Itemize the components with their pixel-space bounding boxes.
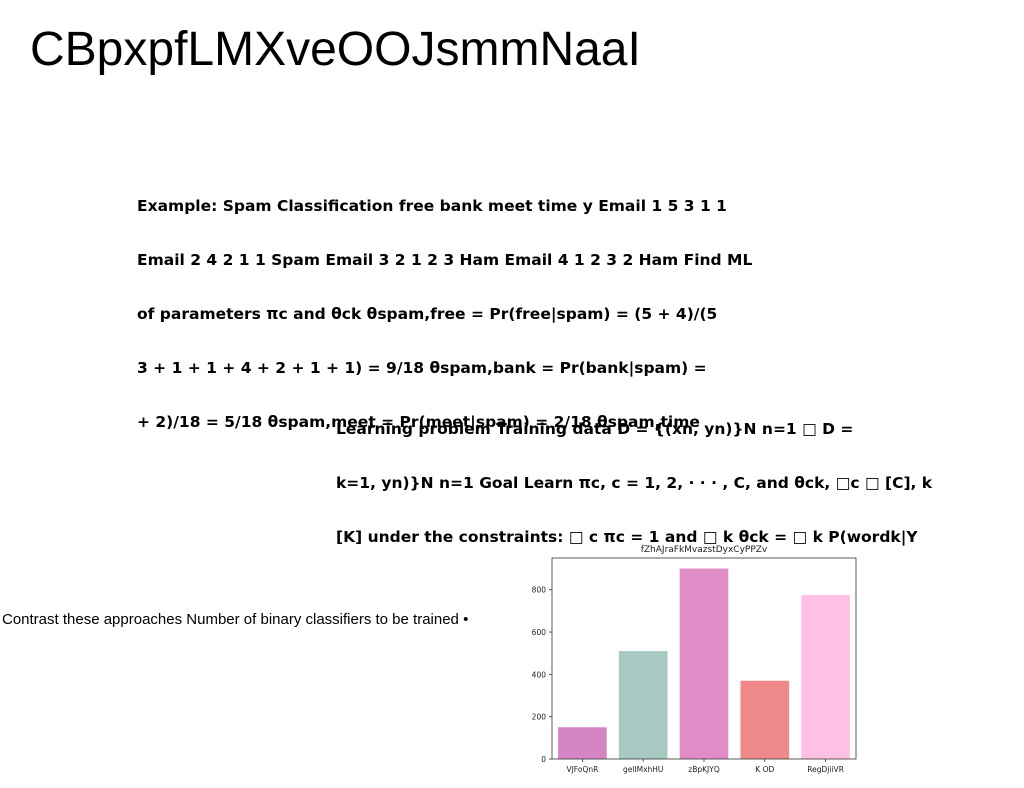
x-tick-label: gelIMxhHU bbox=[623, 765, 663, 774]
text-line: [K] under the constraints: □ c πc = 1 an… bbox=[336, 528, 918, 546]
y-tick-label: 600 bbox=[532, 628, 547, 637]
bar-k-od bbox=[740, 680, 790, 759]
bar-zbpkjyq bbox=[679, 568, 729, 759]
bar-chart: fZhAJraFkMvazstDyxCyPPZv 0 200 400 600 800 V… bbox=[532, 545, 857, 774]
y-tick-label: 800 bbox=[532, 586, 547, 595]
y-tick-label: 400 bbox=[532, 670, 547, 679]
page-title: CBpxpfLMXveOOJsmmNaaI bbox=[30, 23, 641, 76]
x-tick-label: zBpKJYQ bbox=[688, 765, 720, 774]
text-line: k=1, yn)}N n=1 Goal Learn πc, c = 1, 2, … bbox=[336, 474, 933, 492]
x-tick-label: K OD bbox=[755, 765, 774, 774]
x-tick-label: RegDjiiVR bbox=[807, 765, 844, 774]
text-line: of parameters πc and θck θspam,free = Pr… bbox=[137, 305, 718, 323]
plot-frame bbox=[551, 557, 857, 760]
text-line: Email 2 4 2 1 1 Spam Email 3 2 1 2 3 Ham… bbox=[137, 251, 753, 269]
y-tick-label: 0 bbox=[541, 755, 546, 764]
bars-group bbox=[558, 568, 850, 759]
text-line: + 2)/18 = 5/18 θspam,meet = Pr(meet|spam… bbox=[137, 413, 700, 431]
x-axis: VJFoQnR gelIMxhHU zBpKJYQ K OD RegDjiiVR bbox=[566, 759, 844, 774]
bar-vjfoqnr bbox=[558, 727, 607, 759]
text-line: Example: Spam Classification free bank m… bbox=[137, 197, 727, 215]
text-line: Learning problem Training data D = {(xn,… bbox=[336, 420, 854, 438]
spam-example-block: Example: Spam Classification free bank m… bbox=[137, 161, 752, 449]
text-line: 3 + 1 + 1 + 4 + 2 + 1 + 1) = 9/18 θspam,… bbox=[137, 359, 707, 377]
y-tick-label: 200 bbox=[532, 713, 547, 722]
bar-gelimxhhu bbox=[618, 651, 668, 759]
contrast-text: Contrast these approaches Number of bina… bbox=[2, 611, 469, 628]
y-axis: 0 200 400 600 800 bbox=[532, 586, 552, 764]
bar-regdjiivr bbox=[801, 595, 850, 759]
learning-problem-block: Learning problem Training data D = {(xn,… bbox=[336, 384, 932, 564]
x-tick-label: VJFoQnR bbox=[566, 765, 598, 774]
chart-title: fZhAJraFkMvazstDyxCyPPZv bbox=[641, 545, 768, 555]
